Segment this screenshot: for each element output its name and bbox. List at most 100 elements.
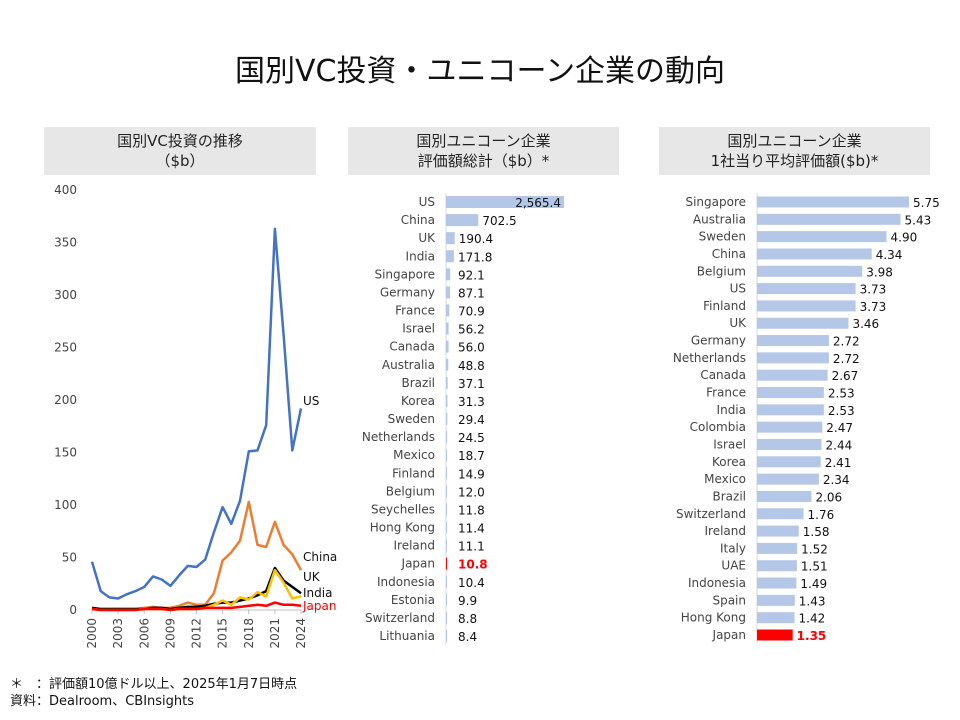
bar-korea: [446, 394, 448, 407]
value-label: 1.51: [801, 560, 828, 574]
value-label: 4.34: [876, 248, 903, 262]
value-label: 12.0: [458, 485, 485, 499]
value-label: 11.8: [458, 503, 485, 517]
value-label: 2,565.4: [515, 196, 561, 210]
value-label: 24.5: [458, 431, 485, 445]
value-label: 1.49: [800, 577, 827, 591]
y-tick-label: 250: [54, 341, 77, 355]
category-label: Korea: [712, 455, 746, 469]
bar-netherlands: [757, 352, 829, 364]
category-label: Netherlands: [362, 430, 435, 444]
value-label: 1.43: [799, 594, 826, 608]
bar-australia: [446, 358, 449, 371]
bar-canada: [446, 340, 449, 353]
y-tick-label: 400: [54, 183, 77, 197]
bar-indonesia: [446, 575, 447, 588]
x-tick-label: 2015: [216, 618, 230, 649]
y-tick-label: 150: [54, 446, 77, 460]
footnote-criteria: ＊ ：評価額10億ドル以上、2025年1月7日時点: [10, 677, 298, 692]
unicorn-total-panel-header: 国別ユニコーン企業 評価額総計（$b）*: [348, 127, 619, 175]
category-label: Sweden: [699, 230, 746, 244]
category-label: Netherlands: [673, 351, 746, 365]
category-label: Hong Kong: [370, 521, 435, 535]
value-label: 87.1: [458, 286, 485, 300]
value-label: 1.58: [803, 525, 830, 539]
category-label: Germany: [380, 285, 435, 299]
category-label: Canada: [389, 340, 435, 354]
total-panel-title-line2: 評価額総計（$b）*: [417, 152, 550, 170]
category-label: Singapore: [685, 195, 746, 209]
value-label: 9.9: [458, 594, 477, 608]
bar-estonia: [446, 593, 447, 606]
value-label: 2.53: [828, 387, 855, 401]
value-label: 2.72: [833, 352, 860, 366]
bar-colombia: [757, 421, 823, 433]
unicorn-average-bar-chart: Singapore 5.75 Australia 5.43 Sweden 4.90 Chin…: [673, 193, 940, 644]
value-label: 1.42: [799, 612, 826, 626]
category-label: UK: [729, 316, 747, 330]
bar-israel: [757, 438, 822, 450]
category-label: US: [730, 282, 746, 296]
bar-us: [446, 196, 564, 208]
value-label: 29.4: [458, 413, 485, 427]
category-label: Belgium: [386, 484, 435, 498]
bar-hong-kong: [757, 612, 795, 624]
bar-us: [757, 283, 856, 295]
y-tick-label: 200: [54, 393, 77, 407]
category-label: Hong Kong: [681, 611, 746, 625]
bar-belgium: [446, 485, 447, 498]
y-tick-label: 300: [54, 288, 77, 302]
page-title: 国別VC投資・ユニコーン企業の動向: [235, 54, 725, 89]
category-label: France: [395, 304, 435, 318]
value-label: 11.4: [458, 522, 485, 536]
category-label: Singapore: [374, 267, 435, 281]
bar-uk: [757, 317, 849, 329]
x-tick-label: 2003: [111, 618, 125, 649]
bar-italy: [757, 542, 798, 554]
category-label: Japan: [401, 557, 435, 571]
bar-china: [446, 214, 479, 227]
category-label: Lithuania: [379, 629, 435, 643]
value-label: 11.1: [458, 540, 485, 554]
bar-finland: [757, 300, 856, 312]
bar-belgium: [757, 265, 863, 277]
value-label: 4.90: [891, 231, 918, 245]
category-label: Israel: [713, 437, 746, 451]
bar-sweden: [446, 413, 448, 425]
category-label: India: [406, 249, 435, 263]
bar-japan: [446, 557, 447, 570]
bar-france: [757, 387, 824, 399]
unicorn-average-panel-header: 国別ユニコーン企業 1社当り平均評価額($b)*: [659, 127, 930, 175]
bar-netherlands: [446, 431, 448, 444]
series-label-japan: Japan: [302, 599, 336, 613]
bar-sweden: [757, 231, 887, 243]
bar-australia: [757, 213, 901, 225]
bar-switzerland: [446, 611, 447, 624]
category-label: Ireland: [704, 524, 746, 538]
bar-germany: [757, 335, 829, 347]
bar-germany: [446, 286, 451, 299]
value-label: 10.4: [458, 576, 485, 590]
footnote-source: 資料：Dealroom、CBInsights: [10, 694, 195, 709]
value-label: 8.4: [458, 630, 477, 644]
total-panel-title-line1: 国別ユニコーン企業: [416, 132, 551, 150]
category-label: China: [712, 247, 746, 261]
value-label: 190.4: [459, 232, 493, 246]
value-label: 2.34: [823, 473, 850, 487]
category-label: Belgium: [697, 264, 746, 278]
value-label: 8.8: [458, 612, 477, 626]
value-label: 31.3: [458, 395, 485, 409]
bar-brazil: [757, 490, 812, 502]
category-label: Colombia: [690, 420, 746, 434]
category-label: Israel: [402, 322, 435, 336]
value-label: 14.9: [458, 467, 485, 481]
x-tick-label: 2024: [294, 618, 308, 649]
value-label: 70.9: [458, 305, 485, 319]
category-label: Sweden: [388, 412, 435, 426]
avg-panel-title-line2: 1社当り平均評価額($b)*: [710, 152, 879, 170]
category-label: Ireland: [393, 539, 435, 553]
bar-hong-kong: [446, 521, 447, 534]
category-label: Indonesia: [377, 575, 435, 589]
bar-uk: [446, 232, 455, 245]
bar-singapore: [757, 196, 909, 208]
